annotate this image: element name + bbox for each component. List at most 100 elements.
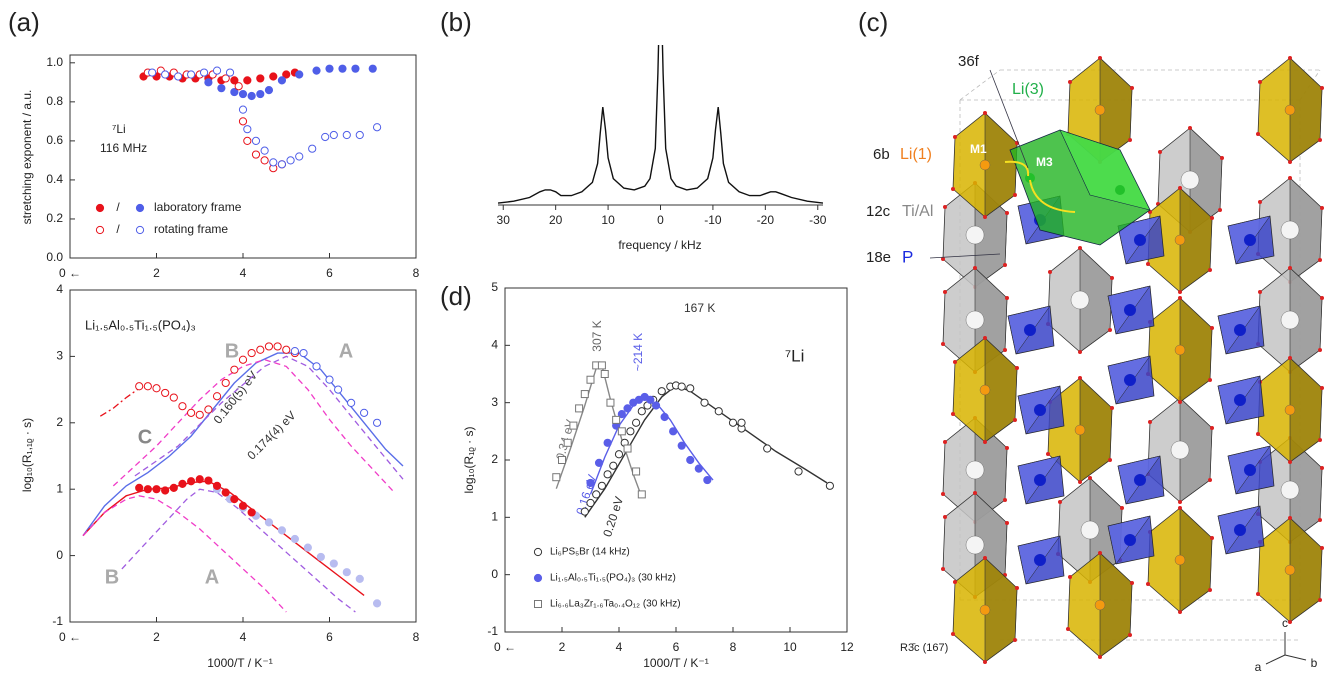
legend-separator: / [116, 200, 120, 214]
legend-marker [96, 204, 103, 211]
data-point [179, 480, 186, 487]
data-point [826, 482, 833, 489]
data-point [205, 406, 212, 413]
oxygen [1288, 266, 1292, 270]
atom [1124, 374, 1136, 386]
oxygen [1178, 400, 1182, 404]
oxygen [1320, 296, 1324, 300]
annotation: 116 MHz [100, 141, 147, 155]
data-point [257, 75, 264, 82]
annotation: B [105, 566, 119, 588]
y-tick-label: -1 [487, 624, 498, 638]
data-point [339, 65, 346, 72]
oxygen [1178, 506, 1182, 510]
data-point [795, 468, 802, 475]
data-point [287, 157, 294, 164]
x-axis-label: 1000/T / K⁻¹ [207, 656, 272, 670]
y-tick-label: 0 [491, 567, 498, 581]
oxygen [1146, 582, 1150, 586]
oxygen [1098, 56, 1102, 60]
legend-label: Li₆.₆La₃Zr₁.₆Ta₀.₄O₁₂ (30 kHz) [550, 599, 681, 610]
data-point [226, 69, 233, 76]
data-point [607, 399, 614, 406]
oxygen [1078, 350, 1082, 354]
oxygen [983, 336, 987, 340]
axis-arrow [1266, 655, 1285, 664]
oxygen [1318, 138, 1322, 142]
oxygen [1005, 211, 1009, 215]
data-point [326, 65, 333, 72]
data-point [136, 383, 143, 390]
data-point [598, 482, 605, 489]
data-point [670, 428, 677, 435]
oxygen [943, 515, 947, 519]
atom [1034, 404, 1046, 416]
data-point [615, 451, 622, 458]
data-point [244, 137, 251, 144]
oxygen [1318, 348, 1322, 352]
data-point [729, 419, 736, 426]
site-sublabel: M1 [970, 142, 987, 156]
data-point [252, 151, 259, 158]
panel-label: (a) [8, 7, 40, 37]
data-point [244, 126, 251, 133]
data-point [373, 600, 380, 607]
atom [1124, 304, 1136, 316]
data-point [200, 69, 207, 76]
oxygen [1318, 258, 1322, 262]
axis-label: c [1282, 616, 1288, 630]
oxygen [1130, 86, 1134, 90]
data-point [179, 403, 186, 410]
x-tick-label: 4 [240, 266, 247, 280]
atom [1095, 600, 1105, 610]
data-point [559, 457, 566, 464]
x-tick-label: 0 ← [59, 630, 81, 644]
data-point [278, 161, 285, 168]
data-point [222, 379, 229, 386]
oxygen [1208, 588, 1212, 592]
data-point [136, 484, 143, 491]
oxygen [973, 266, 977, 270]
data-point [598, 362, 605, 369]
legend-marker [96, 226, 103, 233]
y-tick-label: 0 [56, 548, 63, 562]
data-point [701, 399, 708, 406]
chart-title: Li₁.₅Al₀.₅Ti₁.₅(PO₄)₃ [85, 317, 196, 332]
site-label: Li(1) [900, 146, 932, 163]
annotation: ~214 K [631, 333, 645, 371]
fit-line [122, 489, 356, 612]
data-point [283, 346, 290, 353]
data-point [296, 153, 303, 160]
data-point [313, 363, 320, 370]
oxygen [1098, 551, 1102, 555]
data-point [601, 371, 608, 378]
data-point [261, 147, 268, 154]
atom [1234, 524, 1246, 536]
atom [1134, 234, 1146, 246]
oxygen [1013, 193, 1017, 197]
data-point [235, 83, 242, 90]
oxygen [1320, 546, 1324, 550]
oxygen [1066, 627, 1070, 631]
data-point [205, 79, 212, 86]
data-point [652, 402, 659, 409]
annotation: C [138, 426, 152, 448]
data-point [658, 388, 665, 395]
data-point [553, 474, 560, 481]
oxygen [1046, 452, 1050, 456]
crystal-structure [930, 56, 1324, 664]
oxygen [1320, 466, 1324, 470]
data-point [239, 106, 246, 113]
oxygen [1178, 290, 1182, 294]
panel-label: (b) [440, 7, 472, 37]
data-point [704, 476, 711, 483]
data-point [604, 471, 611, 478]
data-point [330, 560, 337, 567]
oxygen [1003, 263, 1007, 267]
legend-label: Li₆PS₅Br (14 kHz) [550, 547, 630, 558]
y-tick-label: 3 [56, 349, 63, 363]
oxygen [1013, 638, 1017, 642]
data-point [257, 90, 264, 97]
data-point [564, 439, 571, 446]
oxygen [1013, 418, 1017, 422]
